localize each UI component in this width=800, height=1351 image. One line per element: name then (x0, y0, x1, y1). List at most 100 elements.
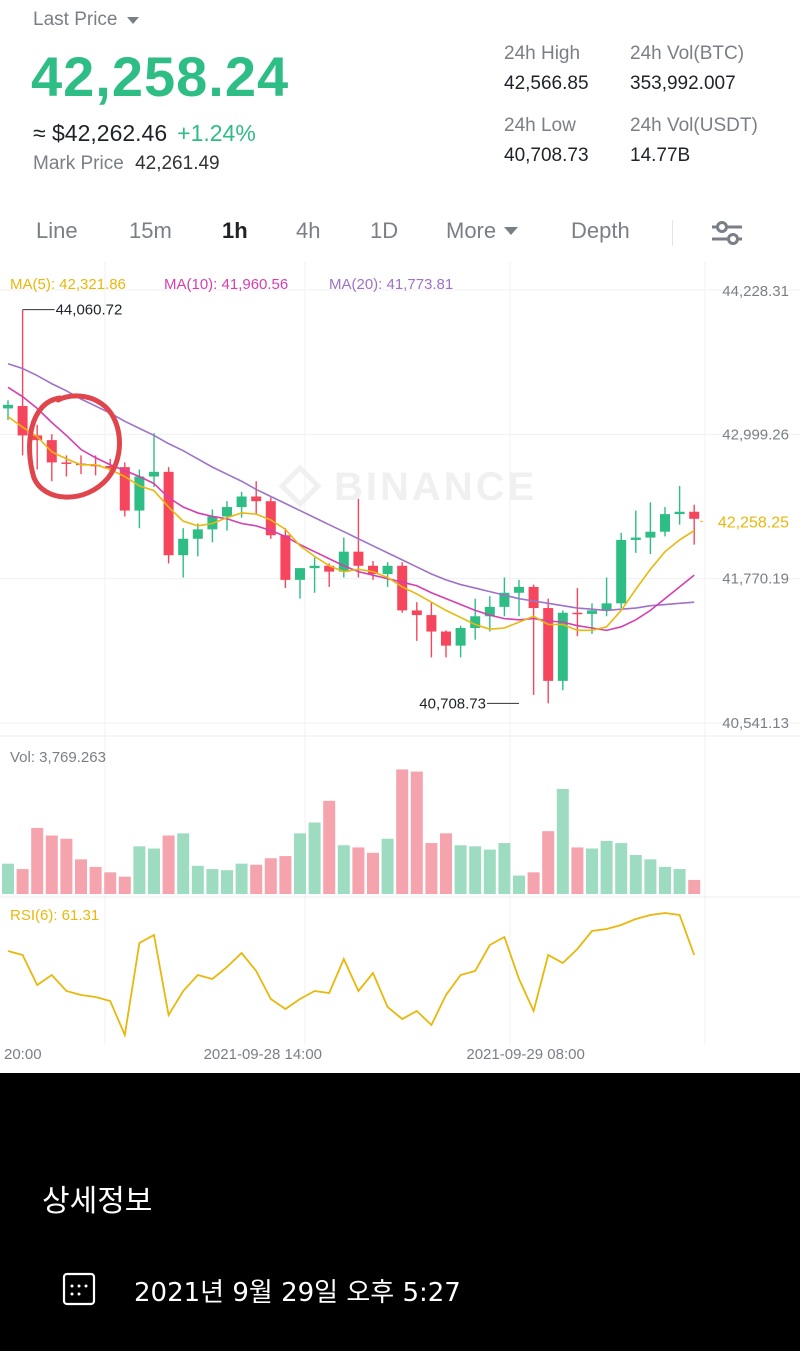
volume-bar (89, 866, 102, 894)
tab-depth[interactable]: Depth (571, 218, 630, 243)
candle-body (163, 471, 174, 556)
tab-more[interactable]: More (446, 218, 519, 244)
x-axis-time-label: 20:00 (4, 1046, 42, 1063)
volume-bar (469, 846, 482, 894)
change-percent: +1.24% (177, 120, 256, 146)
info-title: 상세정보 (42, 1184, 153, 1219)
stat-24h-vol-usdt: 24h Vol(USDT) 14.77B (630, 115, 758, 167)
volume-bar (396, 769, 409, 894)
volume-bar (323, 800, 336, 894)
binance-logo-icon (278, 464, 322, 508)
candle-body (324, 565, 335, 572)
volume-label: Vol: 3,769.263 (10, 749, 106, 766)
candle-body (397, 565, 408, 611)
candle-body (411, 610, 422, 616)
volume-bar (250, 864, 263, 894)
volume-bar (381, 838, 394, 894)
candle-body (222, 507, 232, 517)
candle-body (338, 551, 349, 572)
candle-body (426, 615, 437, 632)
calendar-icon (62, 1272, 96, 1306)
tab-1d[interactable]: 1D (370, 218, 399, 243)
tab-1h[interactable]: 1h (222, 218, 248, 243)
candle-body (3, 404, 13, 409)
volume-bar (2, 863, 14, 894)
volume-bar (527, 872, 540, 894)
candle-body (616, 539, 627, 604)
candle-body (601, 603, 612, 611)
volume-bar (221, 870, 233, 894)
y-axis-tick-label: 42,999.26 (722, 426, 789, 443)
caret-down-icon (504, 227, 519, 235)
tab-line[interactable]: Line (36, 218, 78, 243)
tab-4h[interactable]: 4h (296, 218, 321, 243)
volume-bar (75, 859, 87, 894)
stat-value: 42,566.85 (504, 73, 589, 94)
candle-body (689, 511, 700, 519)
volume-bar (133, 846, 146, 894)
candle-body (280, 535, 291, 580)
volume-bar (191, 865, 204, 894)
x-axis-time-label: 2021-09-29 08:00 (466, 1046, 584, 1063)
volume-bar (45, 835, 58, 894)
stat-24h-low: 24h Low 40,708.73 (504, 115, 589, 167)
current-price-label: 42,258.25 (718, 514, 789, 531)
candle-body (368, 565, 378, 574)
y-axis-tick-label: 41,770.19 (722, 571, 789, 588)
stat-label: 24h High (504, 43, 581, 64)
volume-bar (60, 838, 73, 894)
volume-bar (367, 852, 379, 894)
last-price-selector[interactable]: Last Price (33, 9, 140, 31)
volume-bar (118, 876, 131, 894)
candle-body (178, 538, 189, 556)
market-summary: Last Price 42,258.24 ≈ $42,262.46 +1.24%… (0, 0, 800, 205)
x-axis-time-label: 2021-09-28 14:00 (204, 1046, 322, 1063)
volume-bar (600, 840, 613, 894)
candle-body (587, 610, 597, 614)
volume-bar (294, 833, 306, 894)
candle-body (353, 551, 364, 566)
y-axis-tick-label: 40,541.13 (722, 715, 789, 732)
stat-value: 14.77B (630, 145, 691, 166)
approx-row: ≈ $42,262.46 +1.24% (33, 120, 256, 147)
kline-chart[interactable]: BINANCE MA(5): 42,321.86 MA(10): 41,960.5… (0, 262, 800, 1072)
candle-body (514, 586, 524, 593)
volume-bar (16, 869, 29, 894)
annotation-circle (27, 393, 122, 500)
caret-down-icon (127, 16, 140, 24)
ma5-line (7, 415, 695, 632)
mark-price-label: Mark Price (33, 153, 124, 174)
volume-bar (483, 849, 496, 894)
ma20-line (7, 363, 695, 612)
info-panel (0, 1073, 800, 1351)
volume-bar (586, 848, 598, 894)
chart-settings-icon[interactable] (710, 218, 744, 248)
candle-body (441, 631, 451, 646)
volume-bar (440, 833, 452, 894)
kline-chart-svg: BINANCE MA(5): 42,321.86 MA(10): 41,960.5… (0, 262, 800, 1063)
candle-body (630, 537, 641, 540)
volume-bar (673, 869, 686, 894)
candle-body (119, 467, 130, 511)
volume-bar (31, 827, 44, 894)
candle-body (105, 465, 116, 469)
candle-body (557, 612, 568, 681)
volume-bar (206, 869, 219, 894)
candle-body (499, 592, 510, 607)
volume-bar (454, 845, 467, 894)
candle-body (470, 616, 481, 629)
interval-tabs: Line 15m 1h 4h 1D More Depth (0, 210, 800, 256)
tab-15m[interactable]: 15m (129, 218, 172, 243)
candle-body (572, 612, 583, 615)
candle-body (309, 565, 320, 569)
volume-bar (279, 856, 292, 894)
low-marker-label: 40,708.73 (419, 695, 486, 712)
volume-bar (513, 875, 525, 894)
watermark-text: BINANCE (334, 465, 537, 509)
volume-bar (235, 863, 248, 894)
high-marker-label: 44,060.72 (56, 302, 123, 319)
candle-body (192, 529, 203, 539)
tab-divider (672, 220, 673, 246)
candle-body (134, 476, 145, 511)
stat-label: 24h Vol(BTC) (630, 43, 745, 64)
